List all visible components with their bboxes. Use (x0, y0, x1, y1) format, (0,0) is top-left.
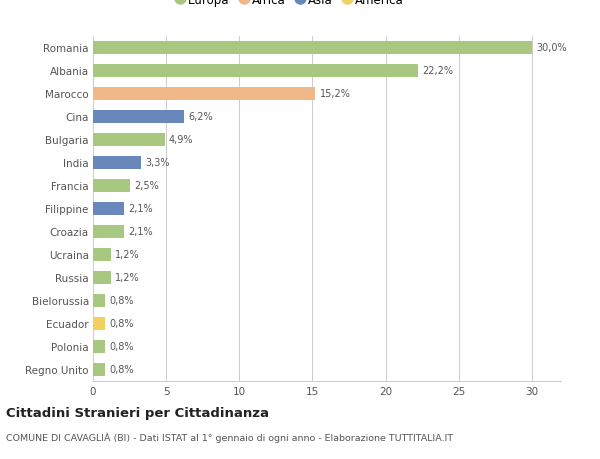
Bar (93, 225, 124, 238)
Text: 22,2%: 22,2% (422, 66, 453, 76)
Bar (93, 134, 164, 146)
Bar (93, 271, 110, 284)
Text: 2,1%: 2,1% (128, 227, 153, 237)
Text: 0,8%: 0,8% (109, 364, 134, 375)
Text: COMUNE DI CAVAGLIÀ (BI) - Dati ISTAT al 1° gennaio di ogni anno - Elaborazione T: COMUNE DI CAVAGLIÀ (BI) - Dati ISTAT al … (6, 431, 453, 442)
Bar (93, 340, 105, 353)
Bar (93, 248, 110, 261)
Bar (93, 317, 105, 330)
Bar (93, 88, 316, 101)
Bar (93, 65, 418, 78)
Text: 0,8%: 0,8% (109, 296, 134, 306)
Text: 0,8%: 0,8% (109, 319, 134, 329)
Text: 6,2%: 6,2% (188, 112, 212, 122)
Bar (93, 202, 124, 215)
Text: 30,0%: 30,0% (536, 43, 567, 53)
Bar (93, 157, 141, 169)
Text: 2,5%: 2,5% (134, 181, 158, 191)
Bar (93, 42, 532, 55)
Text: 1,2%: 1,2% (115, 250, 140, 260)
Text: 1,2%: 1,2% (115, 273, 140, 283)
Text: 3,3%: 3,3% (146, 158, 170, 168)
Bar (93, 111, 184, 123)
Bar (93, 363, 105, 376)
Text: 4,9%: 4,9% (169, 135, 194, 145)
Text: 15,2%: 15,2% (320, 89, 350, 99)
Bar (93, 179, 130, 192)
Legend: Europa, Africa, Asia, America: Europa, Africa, Asia, America (170, 0, 409, 11)
Text: 0,8%: 0,8% (109, 341, 134, 352)
Text: 2,1%: 2,1% (128, 204, 153, 214)
Bar (93, 294, 105, 307)
Text: Cittadini Stranieri per Cittadinanza: Cittadini Stranieri per Cittadinanza (6, 406, 269, 419)
